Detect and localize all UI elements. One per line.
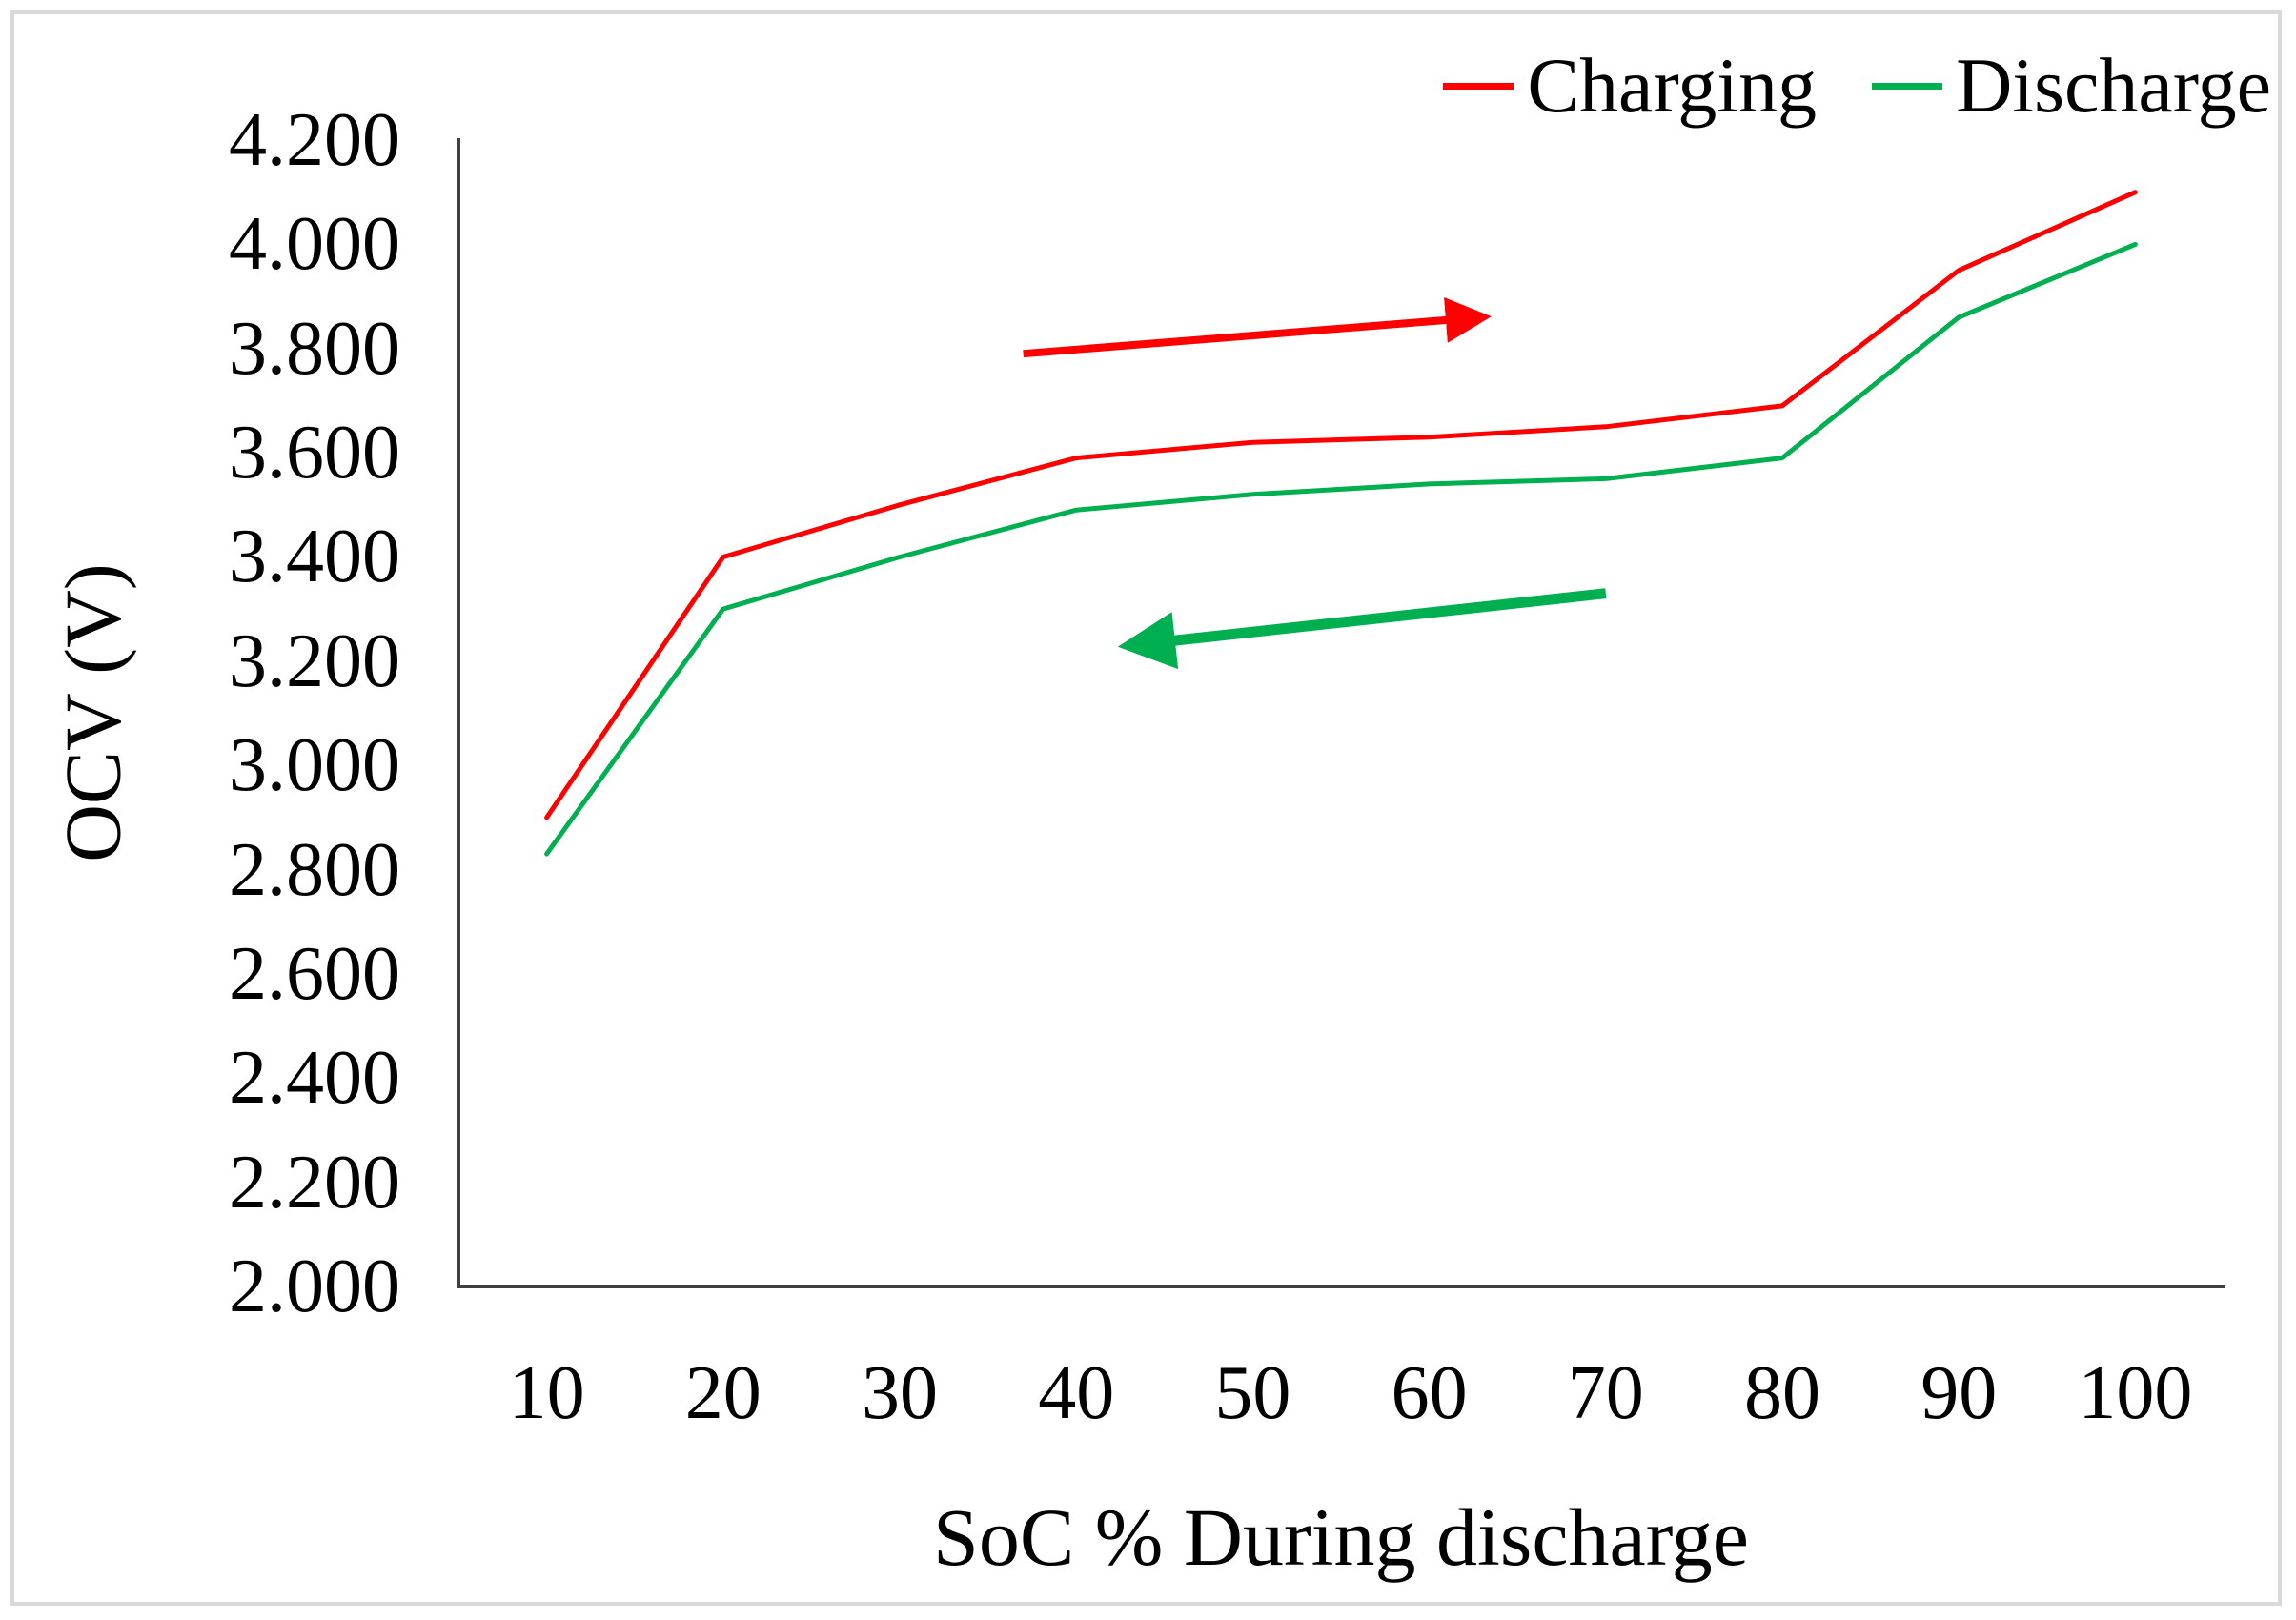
x-tick-label: 70 (1567, 1351, 1644, 1435)
series-line-charging (544, 190, 2138, 820)
legend-item-charging: Charging (1443, 38, 1817, 133)
y-tick-label: 4.000 (229, 202, 400, 287)
legend-item-discharge: Discharge (1872, 38, 2271, 133)
x-tick-label: 50 (1214, 1351, 1291, 1435)
figure-border (10, 10, 2282, 1606)
y-axis-title: OCV (V) (49, 563, 138, 862)
x-tick-label: 80 (1744, 1351, 1820, 1435)
legend-line-swatch (1872, 82, 1943, 90)
y-tick-label: 3.400 (229, 515, 400, 599)
y-tick-label: 2.200 (229, 1140, 400, 1225)
legend-label: Discharge (1956, 42, 2271, 129)
x-tick-label: 10 (508, 1351, 585, 1435)
legend: Charging Discharge (1443, 38, 2271, 133)
legend-label: Charging (1527, 42, 1818, 129)
y-tick-label: 3.800 (229, 306, 400, 391)
x-tick-label: 90 (1920, 1351, 1998, 1435)
y-tick-label: 3.000 (229, 723, 400, 808)
y-tick-label: 2.800 (229, 827, 400, 912)
x-axis-title: SoC % During discharge (933, 1491, 1749, 1583)
x-tick-label: 20 (684, 1351, 762, 1435)
x-tick-label: 30 (862, 1351, 938, 1435)
y-tick-label: 4.200 (229, 98, 400, 182)
arrow-annotations-group (1023, 297, 1607, 670)
x-tick-label: 60 (1391, 1351, 1468, 1435)
legend-line-swatch (1443, 82, 1514, 90)
y-tick-label: 2.400 (229, 1036, 400, 1121)
y-tick-label: 3.600 (229, 411, 400, 496)
axis-lines (457, 138, 2225, 1288)
y-tick-label: 2.600 (229, 931, 400, 1016)
y-tick-label: 3.200 (229, 618, 400, 703)
discharge-direction-arrow (1117, 588, 1607, 670)
series-lines-group (544, 190, 2138, 857)
charging-direction-arrow (1023, 297, 1492, 358)
x-tick-label: 100 (2078, 1351, 2193, 1435)
series-line-discharge (544, 241, 2138, 857)
y-tick-label: 2.000 (229, 1245, 400, 1328)
x-tick-label: 40 (1038, 1351, 1115, 1435)
